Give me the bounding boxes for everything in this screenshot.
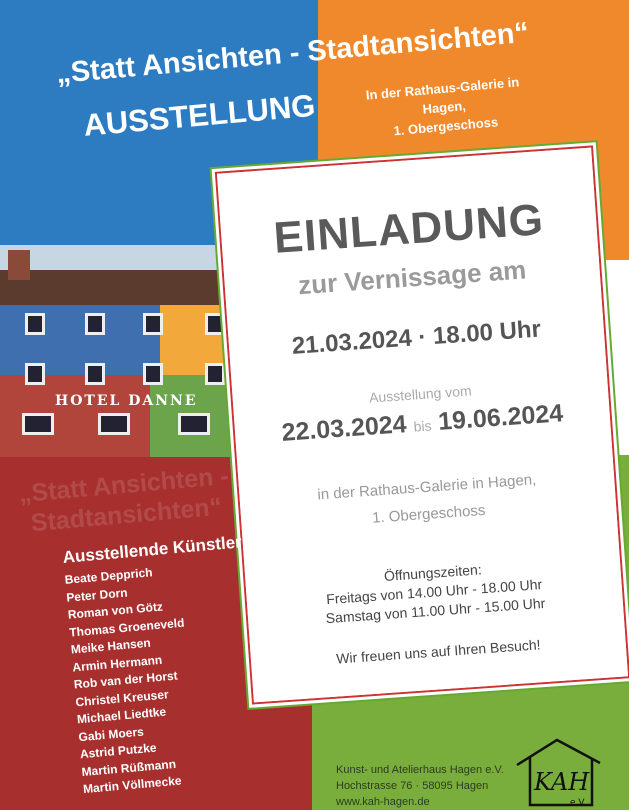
invitation-location: in der Rathaus-Galerie in Hagen, 1. Oberg… xyxy=(316,471,537,527)
closing-note: Wir freuen uns auf Ihren Besuch! xyxy=(335,636,541,667)
svg-text:e.V.: e.V. xyxy=(570,798,586,807)
svg-text:KAH: KAH xyxy=(533,768,590,796)
invitation-card: EINLADUNG zur Vernissage am 21.03.2024 ·… xyxy=(216,147,629,703)
kah-logo: KAH e.V. xyxy=(516,738,601,807)
vernissage-date: 21.03.2024 · 18.00 Uhr xyxy=(290,315,542,360)
footer-contact: Kunst- und Atelierhaus Hagen e.V. Hochst… xyxy=(336,764,504,808)
website-link[interactable]: www.kah-hagen.de xyxy=(336,796,430,808)
opening-hours: Öffnungszeiten: Freitags von 14.00 Uhr - … xyxy=(325,561,546,627)
artists-list: Ausstellende Künstler: Beate Depprich Pet… xyxy=(62,532,268,799)
hotel-sign: HOTEL DANNE xyxy=(55,393,198,409)
